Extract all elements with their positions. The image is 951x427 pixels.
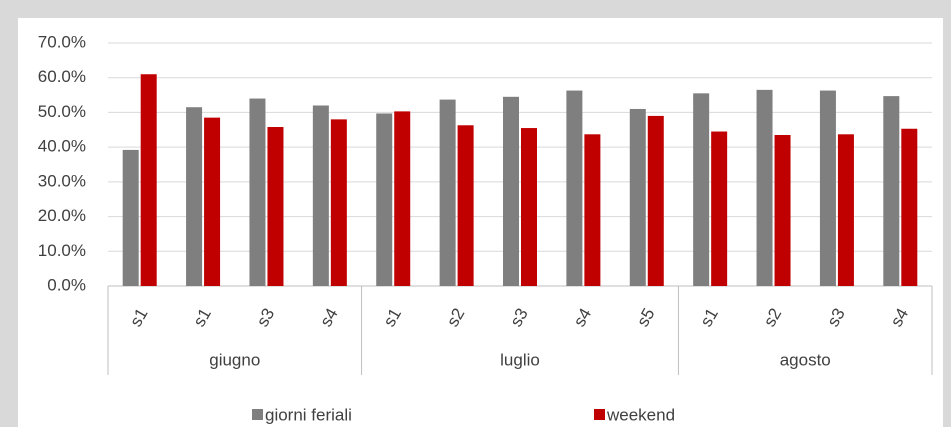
y-tick-label: 20.0%	[38, 206, 86, 225]
bar	[376, 113, 393, 286]
bar	[629, 108, 646, 286]
group-label: agosto	[780, 350, 831, 369]
legend-swatch	[252, 409, 263, 420]
bar	[312, 105, 329, 286]
bar	[394, 111, 411, 286]
y-tick-label: 0.0%	[47, 275, 86, 294]
bar	[521, 128, 537, 286]
bar	[584, 134, 601, 286]
bar	[267, 127, 284, 286]
y-tick-label: 70.0%	[38, 32, 86, 51]
y-tick-label: 40.0%	[38, 137, 86, 156]
bar	[883, 96, 900, 286]
y-tick-label: 30.0%	[38, 171, 86, 190]
bar	[140, 74, 157, 286]
bar	[901, 128, 918, 286]
bar	[837, 134, 854, 286]
bar	[330, 119, 347, 286]
y-tick-label: 50.0%	[38, 102, 86, 121]
legend-swatch	[594, 409, 605, 420]
bar	[503, 96, 519, 286]
bar	[647, 115, 664, 287]
bar	[774, 134, 791, 286]
bar	[204, 117, 221, 286]
legend-label: giorni feriali	[265, 405, 352, 424]
bar	[457, 125, 474, 286]
bar	[756, 89, 773, 286]
y-tick-label: 10.0%	[38, 241, 86, 260]
bar	[122, 149, 139, 286]
group-label: giugno	[209, 350, 260, 369]
bar	[711, 131, 728, 286]
bar	[249, 98, 266, 287]
bar	[566, 90, 583, 287]
bar	[186, 107, 203, 286]
legend-label: weekend	[606, 405, 675, 424]
bar	[439, 99, 456, 286]
group-label: luglio	[500, 350, 540, 369]
y-tick-label: 60.0%	[38, 67, 86, 86]
bar	[693, 93, 710, 286]
bar	[819, 90, 836, 287]
